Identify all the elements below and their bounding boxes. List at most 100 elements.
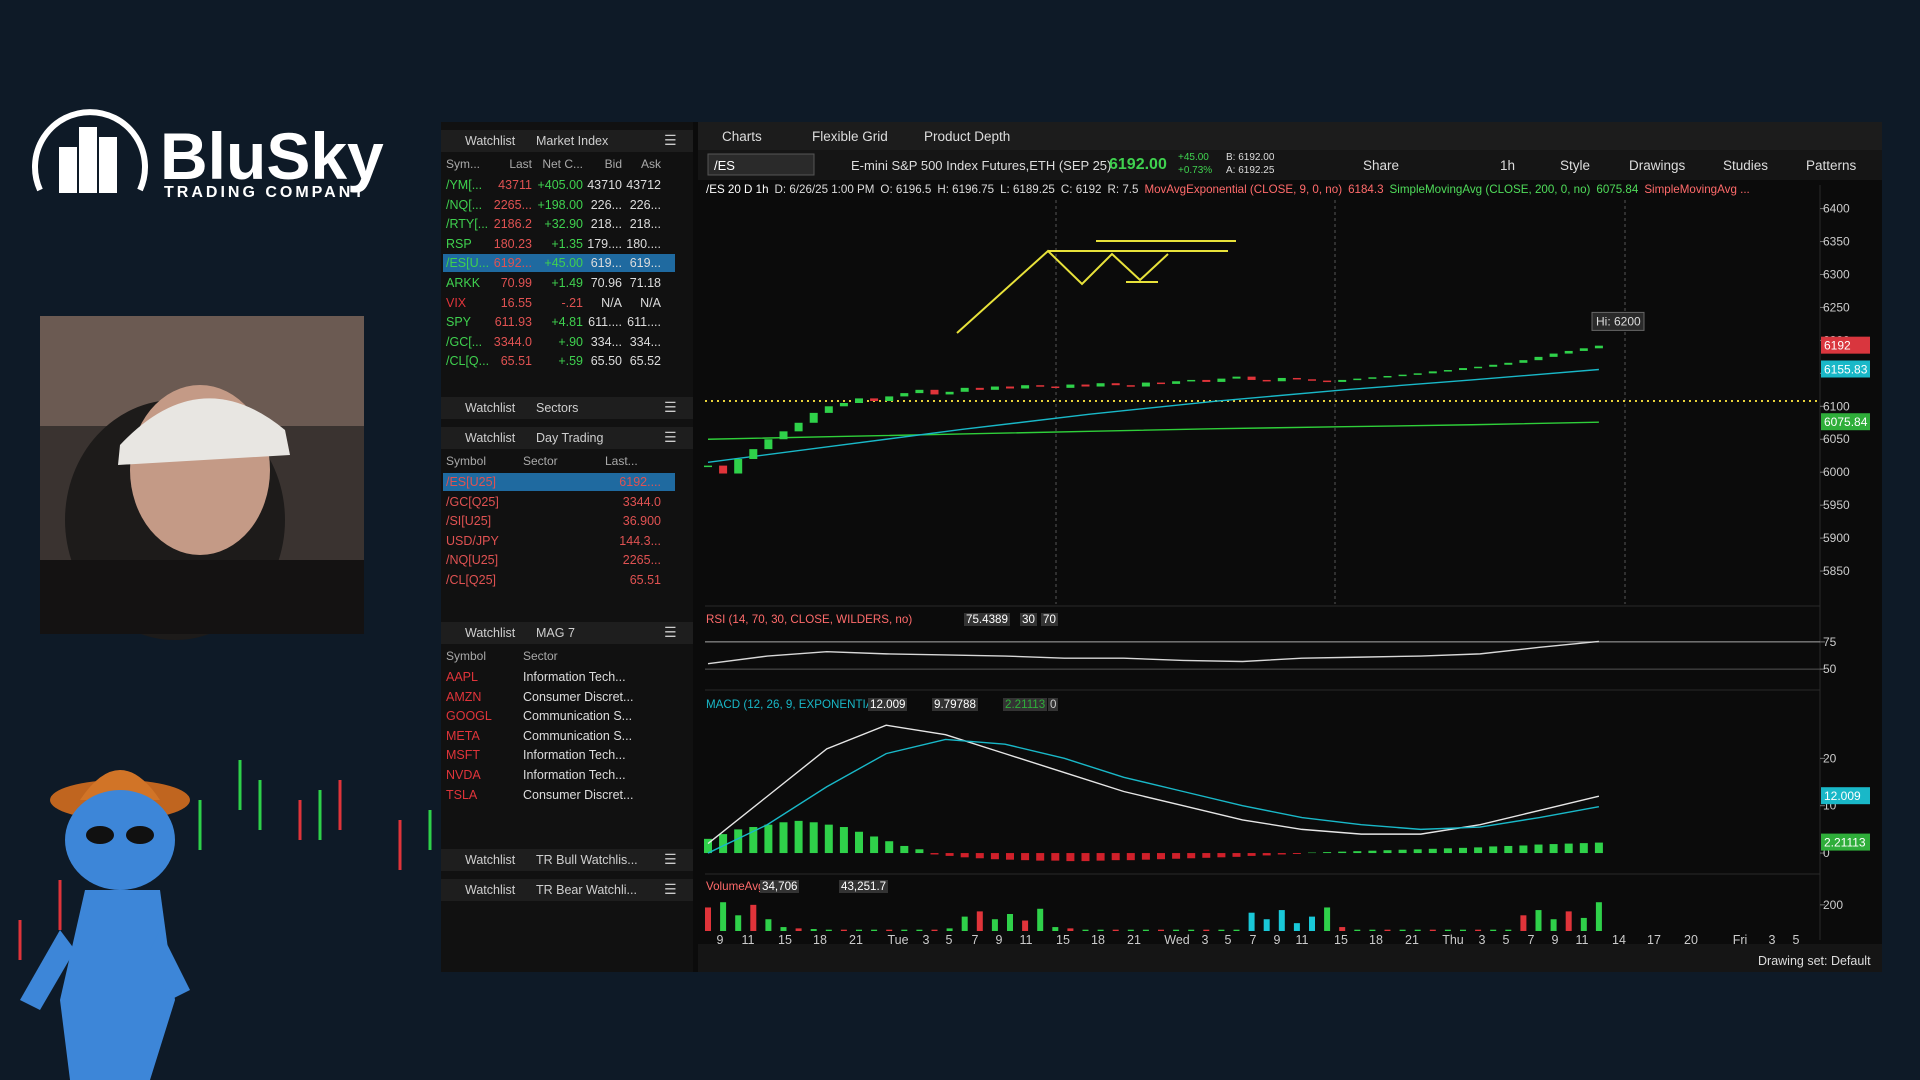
- watchlist-label[interactable]: Watchlist: [465, 853, 516, 867]
- watchlist-header[interactable]: [441, 130, 693, 152]
- watchlist-cell[interactable]: +.59: [558, 354, 583, 369]
- symbol-box[interactable]: [707, 153, 815, 176]
- watchlist-cell[interactable]: 226...: [590, 197, 622, 212]
- watchlist-label[interactable]: Watchlist: [465, 401, 516, 415]
- watchlist-cell[interactable]: 43712: [626, 178, 661, 192]
- watchlist-cell[interactable]: /NQ[...: [446, 197, 483, 212]
- watchlist-cell[interactable]: N/A: [640, 295, 661, 310]
- watchlist-cell[interactable]: GOOGL: [446, 709, 492, 724]
- watchlist-cell[interactable]: RSP: [446, 236, 472, 251]
- drawing-set[interactable]: Drawing set: Default: [1758, 954, 1871, 968]
- watchlist-cell[interactable]: /ES[U25]: [446, 475, 497, 489]
- watchlist-cell[interactable]: 70.96: [590, 276, 622, 290]
- menu-icon[interactable]: ☰: [664, 881, 677, 897]
- watchlist-cell[interactable]: 611....: [588, 315, 622, 330]
- watchlist-cell[interactable]: AMZN: [446, 689, 482, 704]
- watchlist-cell[interactable]: ARKK: [446, 276, 481, 290]
- tab[interactable]: Flexible Grid: [812, 129, 888, 144]
- watchlist-label[interactable]: Watchlist: [465, 431, 516, 445]
- watchlist-cell[interactable]: Consumer Discret...: [523, 689, 634, 704]
- watchlist-cell[interactable]: /GC[Q25]: [446, 494, 499, 509]
- toolbar-button[interactable]: Style: [1560, 158, 1591, 173]
- watchlist-cell[interactable]: 65.51: [629, 573, 661, 587]
- watchlist-cell[interactable]: Information Tech...: [523, 670, 626, 684]
- watchlist-header[interactable]: [441, 849, 693, 871]
- watchlist-cell[interactable]: 611.93: [494, 315, 532, 330]
- watchlist-cell[interactable]: Consumer Discret...: [523, 787, 634, 802]
- watchlist-cell[interactable]: 611....: [627, 315, 661, 330]
- watchlist-cell[interactable]: 2265...: [493, 197, 532, 212]
- watchlist-name[interactable]: MAG 7: [536, 626, 575, 640]
- watchlist-cell[interactable]: N/A: [601, 295, 622, 310]
- watchlist-cell[interactable]: 144.3...: [619, 533, 661, 548]
- watchlist-cell[interactable]: /RTY[...: [446, 217, 489, 232]
- watchlist-cell[interactable]: 65.50: [590, 354, 622, 369]
- menu-icon[interactable]: ☰: [664, 132, 677, 148]
- watchlist-cell[interactable]: 70.99: [500, 276, 532, 290]
- watchlist-cell[interactable]: 71.18: [629, 276, 661, 290]
- watchlist-cell[interactable]: 334...: [590, 334, 622, 349]
- watchlist-cell[interactable]: 65.51: [500, 354, 532, 369]
- toolbar-button[interactable]: Drawings: [1629, 158, 1686, 173]
- watchlist-cell[interactable]: +1.49: [551, 276, 583, 290]
- watchlist-cell[interactable]: MSFT: [446, 748, 481, 763]
- watchlist-cell[interactable]: VIX: [446, 295, 467, 310]
- watchlist-cell[interactable]: +45.00: [544, 256, 583, 271]
- menu-icon[interactable]: ☰: [664, 851, 677, 867]
- watchlist-cell[interactable]: 6192....: [619, 475, 661, 489]
- watchlist-cell[interactable]: /SI[U25]: [446, 514, 492, 529]
- watchlist-cell[interactable]: 65.52: [629, 354, 661, 369]
- toolbar-button[interactable]: Studies: [1723, 158, 1769, 173]
- watchlist-name[interactable]: Sectors: [536, 401, 579, 415]
- watchlist-name[interactable]: Day Trading: [536, 431, 604, 445]
- watchlist-cell[interactable]: 179....: [587, 236, 622, 251]
- watchlist-label[interactable]: Watchlist: [465, 134, 516, 148]
- tab[interactable]: Charts: [722, 129, 762, 144]
- watchlist-cell[interactable]: 43711: [498, 178, 532, 192]
- watchlist-name[interactable]: TR Bull Watchlis...: [536, 853, 638, 867]
- watchlist-header[interactable]: [441, 427, 693, 449]
- watchlist-cell[interactable]: +4.81: [551, 315, 583, 330]
- watchlist-cell[interactable]: 226...: [629, 197, 661, 212]
- watchlist-cell[interactable]: 334...: [629, 334, 661, 349]
- watchlist-label[interactable]: Watchlist: [465, 883, 516, 897]
- watchlist-cell[interactable]: Communication S...: [523, 728, 633, 743]
- watchlist-cell[interactable]: 3344.0: [493, 334, 532, 349]
- watchlist-cell[interactable]: 16.55: [500, 295, 532, 310]
- watchlist-cell[interactable]: NVDA: [446, 768, 481, 782]
- watchlist-cell[interactable]: +1.35: [551, 236, 583, 251]
- toolbar-button[interactable]: Share: [1363, 158, 1400, 173]
- watchlist-cell[interactable]: 3344.0: [622, 494, 661, 509]
- toolbar-button[interactable]: Patterns: [1806, 158, 1857, 173]
- watchlist-cell[interactable]: +198.00: [537, 197, 583, 212]
- watchlist-cell[interactable]: Information Tech...: [523, 748, 626, 763]
- watchlist-cell[interactable]: 2186.2: [493, 217, 532, 232]
- watchlist-cell[interactable]: +405.00: [537, 178, 583, 192]
- watchlist-cell[interactable]: +32.90: [544, 217, 583, 232]
- watchlist-header[interactable]: [441, 397, 693, 419]
- menu-icon[interactable]: ☰: [664, 624, 677, 640]
- watchlist-cell[interactable]: -.21: [561, 295, 583, 310]
- watchlist-cell[interactable]: Information Tech...: [523, 768, 626, 782]
- watchlist-cell[interactable]: 619...: [629, 256, 661, 271]
- watchlist-cell[interactable]: 180....: [626, 236, 661, 251]
- watchlist-cell[interactable]: SPY: [446, 315, 472, 330]
- watchlist-cell[interactable]: 619...: [590, 256, 622, 271]
- watchlist-cell[interactable]: META: [446, 728, 480, 743]
- watchlist-cell[interactable]: /GC[...: [446, 334, 483, 349]
- watchlist-label[interactable]: Watchlist: [465, 626, 516, 640]
- watchlist-cell[interactable]: 43710: [587, 178, 622, 192]
- watchlist-cell[interactable]: 36.900: [622, 514, 661, 529]
- menu-icon[interactable]: ☰: [664, 429, 677, 445]
- watchlist-cell[interactable]: /CL[Q25]: [446, 573, 497, 587]
- watchlist-cell[interactable]: /NQ[U25]: [446, 553, 499, 568]
- watchlist-cell[interactable]: 218...: [590, 217, 622, 232]
- watchlist-header[interactable]: [441, 879, 693, 901]
- watchlist-cell[interactable]: /YM[...: [446, 178, 483, 192]
- watchlist-cell[interactable]: 6192...: [493, 256, 532, 271]
- tab[interactable]: Product Depth: [924, 129, 1011, 144]
- watchlist-cell[interactable]: 2265...: [622, 553, 661, 568]
- watchlist-cell[interactable]: TSLA: [446, 787, 478, 802]
- watchlist-name[interactable]: Market Index: [536, 134, 609, 148]
- watchlist-cell[interactable]: AAPL: [446, 670, 478, 684]
